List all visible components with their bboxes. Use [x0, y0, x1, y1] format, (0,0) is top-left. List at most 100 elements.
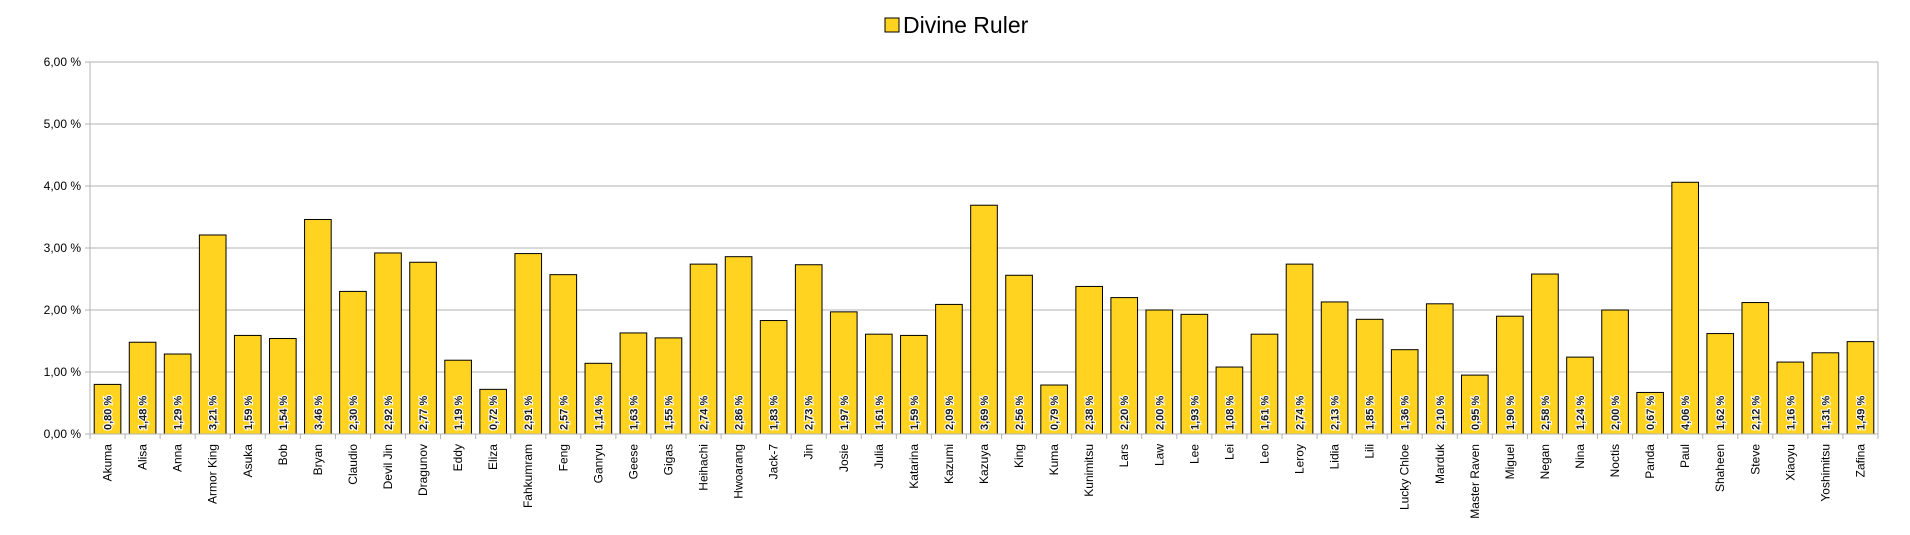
bar — [444, 359, 472, 435]
bar — [1285, 263, 1314, 435]
bar — [549, 274, 578, 435]
x-tick-label: Kazumi — [942, 444, 956, 484]
bar — [1461, 374, 1489, 435]
data-label: 2,57 % — [558, 396, 570, 430]
bar — [1215, 366, 1244, 435]
bar — [93, 383, 122, 435]
x-tick-label: Jin — [802, 444, 816, 459]
data-label: 2,00 % — [1610, 396, 1622, 430]
x-tick-label: Lei — [1222, 444, 1236, 460]
bar — [1566, 356, 1594, 435]
data-label: 2,13 % — [1330, 396, 1342, 430]
bar — [1636, 391, 1664, 435]
x-tick-label: Feng — [556, 444, 570, 471]
x-tick-label: Miguel — [1503, 444, 1517, 479]
x-tick-label: Kazuya — [977, 444, 991, 484]
x-tick-label: Noctis — [1608, 444, 1622, 477]
x-tick-label: Leo — [1257, 444, 1271, 464]
bar — [1811, 352, 1840, 435]
bar — [339, 290, 367, 435]
data-label: 2,92 % — [383, 396, 395, 430]
x-tick-label: Jack-7 — [767, 444, 781, 480]
data-label: 1,85 % — [1365, 396, 1377, 430]
x-tick-label: Hwoarang — [732, 444, 746, 499]
bar — [479, 388, 507, 435]
bar — [1320, 301, 1349, 435]
bar — [619, 332, 648, 435]
x-tick-label: Kuma — [1047, 444, 1061, 476]
data-label: 2,09 % — [944, 396, 956, 430]
x-tick-label: Alisa — [136, 444, 150, 470]
bar — [1776, 361, 1805, 435]
bar — [1005, 274, 1033, 435]
bar — [829, 311, 858, 435]
data-label: 2,10 % — [1435, 396, 1447, 430]
data-label: 1,54 % — [278, 396, 290, 430]
x-tick-label: Kunimitsu — [1082, 444, 1096, 497]
x-tick-label: Devil Jin — [381, 444, 395, 489]
data-label: 1,48 % — [138, 396, 150, 430]
data-label: 1,59 % — [909, 396, 921, 430]
data-label: 1,16 % — [1785, 396, 1797, 430]
x-tick-label: Asuka — [241, 444, 255, 478]
x-tick-label: Lucky Chloe — [1398, 444, 1412, 510]
x-tick-label: Armor King — [206, 444, 220, 504]
x-tick-label: Heihachi — [697, 444, 711, 491]
x-tick-label: Claudio — [346, 444, 360, 485]
data-label: 1,14 % — [593, 396, 605, 430]
x-tick-label: Master Raven — [1468, 444, 1482, 519]
bar — [654, 337, 683, 435]
bar — [1180, 313, 1209, 435]
bar — [304, 218, 332, 435]
x-tick-label: Ganryu — [591, 444, 605, 483]
bar — [724, 256, 753, 435]
bar — [970, 204, 998, 435]
x-tick-label: Panda — [1643, 444, 1657, 479]
data-label: 1,90 % — [1505, 396, 1517, 430]
data-label: 1,29 % — [173, 396, 185, 430]
data-label: 3,69 % — [979, 396, 991, 430]
data-label: 1,62 % — [1715, 396, 1727, 430]
data-label: 0,72 % — [488, 396, 500, 430]
data-label: 0,67 % — [1645, 396, 1657, 430]
data-label: 0,80 % — [103, 396, 115, 430]
x-tick-label: Bob — [276, 444, 290, 466]
bar — [865, 333, 893, 435]
data-label: 2,77 % — [418, 396, 430, 430]
data-label: 1,61 % — [1259, 396, 1271, 430]
x-tick-label: Yoshimitsu — [1818, 444, 1832, 502]
x-tick-label: Nina — [1573, 444, 1587, 469]
bar — [128, 341, 157, 435]
x-tick-label: Eddy — [451, 444, 465, 471]
bar — [759, 320, 788, 435]
data-label: 2,20 % — [1119, 396, 1131, 430]
x-tick-label: Zafina — [1853, 444, 1867, 478]
data-label: 2,86 % — [734, 396, 746, 430]
data-label: 1,97 % — [839, 396, 851, 430]
x-tick-label: Josie — [837, 444, 851, 472]
data-label: 2,38 % — [1084, 396, 1096, 430]
bar — [1741, 302, 1770, 435]
x-tick-label: Lili — [1363, 444, 1377, 459]
data-label: 3,21 % — [208, 396, 220, 430]
bar — [409, 261, 437, 435]
data-label: 1,59 % — [243, 396, 255, 430]
data-label: 1,63 % — [628, 396, 640, 430]
bar — [269, 338, 297, 435]
data-label: 2,56 % — [1014, 396, 1026, 430]
bar — [1531, 273, 1559, 435]
data-label: 2,58 % — [1540, 396, 1552, 430]
x-tick-label: Xiaoyu — [1783, 444, 1797, 481]
data-label: 1,55 % — [663, 396, 675, 430]
y-tick-label: 3,00 % — [44, 241, 82, 255]
bar — [374, 252, 402, 435]
data-label: 2,73 % — [804, 396, 816, 430]
x-tick-label: Katarina — [907, 444, 921, 489]
data-label: 2,00 % — [1154, 396, 1166, 430]
data-label: 3,46 % — [313, 396, 325, 430]
bar — [1601, 309, 1629, 435]
data-label: 1,36 % — [1400, 396, 1412, 430]
y-tick-label: 6,00 % — [44, 55, 82, 69]
y-tick-label: 5,00 % — [44, 117, 82, 131]
